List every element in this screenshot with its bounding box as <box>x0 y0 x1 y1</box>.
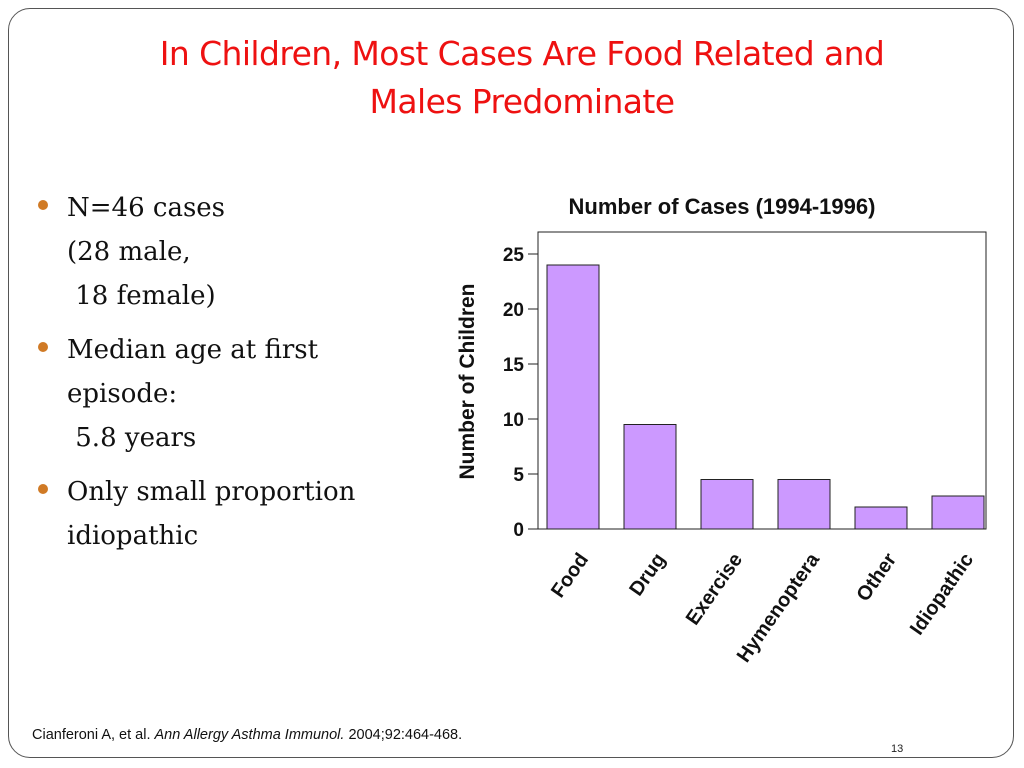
bullet-item-idiopathic: Only small proportion idiopathic <box>34 470 394 558</box>
bullet-dot-icon <box>38 342 48 352</box>
bullet-item-cases: N=46 cases (28 male, 18 female) <box>34 186 394 318</box>
bullet-line: (28 male, <box>67 237 191 267</box>
citation: Cianferoni A, et al. Ann Allergy Asthma … <box>32 727 462 743</box>
y-tick-label: 0 <box>513 520 524 541</box>
y-tick-label: 25 <box>503 245 525 266</box>
bullet-list: N=46 cases (28 male, 18 female) Median a… <box>34 186 394 568</box>
bullet-line: episode: <box>67 379 178 409</box>
y-tick-label: 20 <box>503 300 524 321</box>
page-number: 13 <box>891 743 904 755</box>
x-tick-label-exercise: Exercise <box>682 549 747 629</box>
bar-exercise <box>700 479 754 530</box>
x-tick-label-food: Food <box>547 549 593 602</box>
bullet-line: Median age at first <box>67 335 319 365</box>
x-tick-label-drug: Drug <box>625 549 670 600</box>
bullet-line: 18 female) <box>67 281 216 311</box>
slide-title-line-1: In Children, Most Cases Are Food Related… <box>159 34 885 73</box>
y-tick-label: 15 <box>503 355 525 376</box>
x-tick-label-hymenoptera: Hymenoptera <box>733 549 825 667</box>
slide-title: In Children, Most Cases Are Food Related… <box>40 30 1004 126</box>
bullet-line: idiopathic <box>67 521 199 551</box>
slide-title-line-2: Males Predominate <box>369 82 676 121</box>
citation-journal: Ann Allergy Asthma Immunol. <box>154 727 345 743</box>
bar-idiopathic <box>931 495 985 530</box>
bullet-item-median-age: Median age at first episode: 5.8 years <box>34 328 394 460</box>
citation-authors: Cianferoni A, et al. <box>32 727 155 743</box>
bar-chart: Number of Cases (1994-1996) 0 5 10 15 20 25 Num… <box>456 194 987 667</box>
y-axis-label: Number of Children <box>456 283 479 479</box>
bar-other <box>854 506 908 530</box>
citation-details: 2004;92:464-468. <box>344 727 463 743</box>
x-tick-label-idiopathic: Idiopathic <box>906 549 978 639</box>
plot-area <box>537 231 987 530</box>
bar-food <box>546 264 600 530</box>
bullet-line: N=46 cases <box>67 193 226 223</box>
chart-title: Number of Cases (1994-1996) <box>569 194 876 219</box>
bullet-dot-icon <box>38 200 48 210</box>
bullet-line: Only small proportion <box>67 477 356 507</box>
bullet-dot-icon <box>38 484 48 494</box>
slide-frame <box>8 8 1014 758</box>
y-tick-label: 5 <box>513 465 524 486</box>
y-tick-label: 10 <box>503 410 524 431</box>
x-tick-label-other: Other <box>852 549 901 605</box>
bar-hymenoptera <box>777 479 831 530</box>
bullet-line: 5.8 years <box>67 423 197 453</box>
bar-drug <box>623 424 677 530</box>
